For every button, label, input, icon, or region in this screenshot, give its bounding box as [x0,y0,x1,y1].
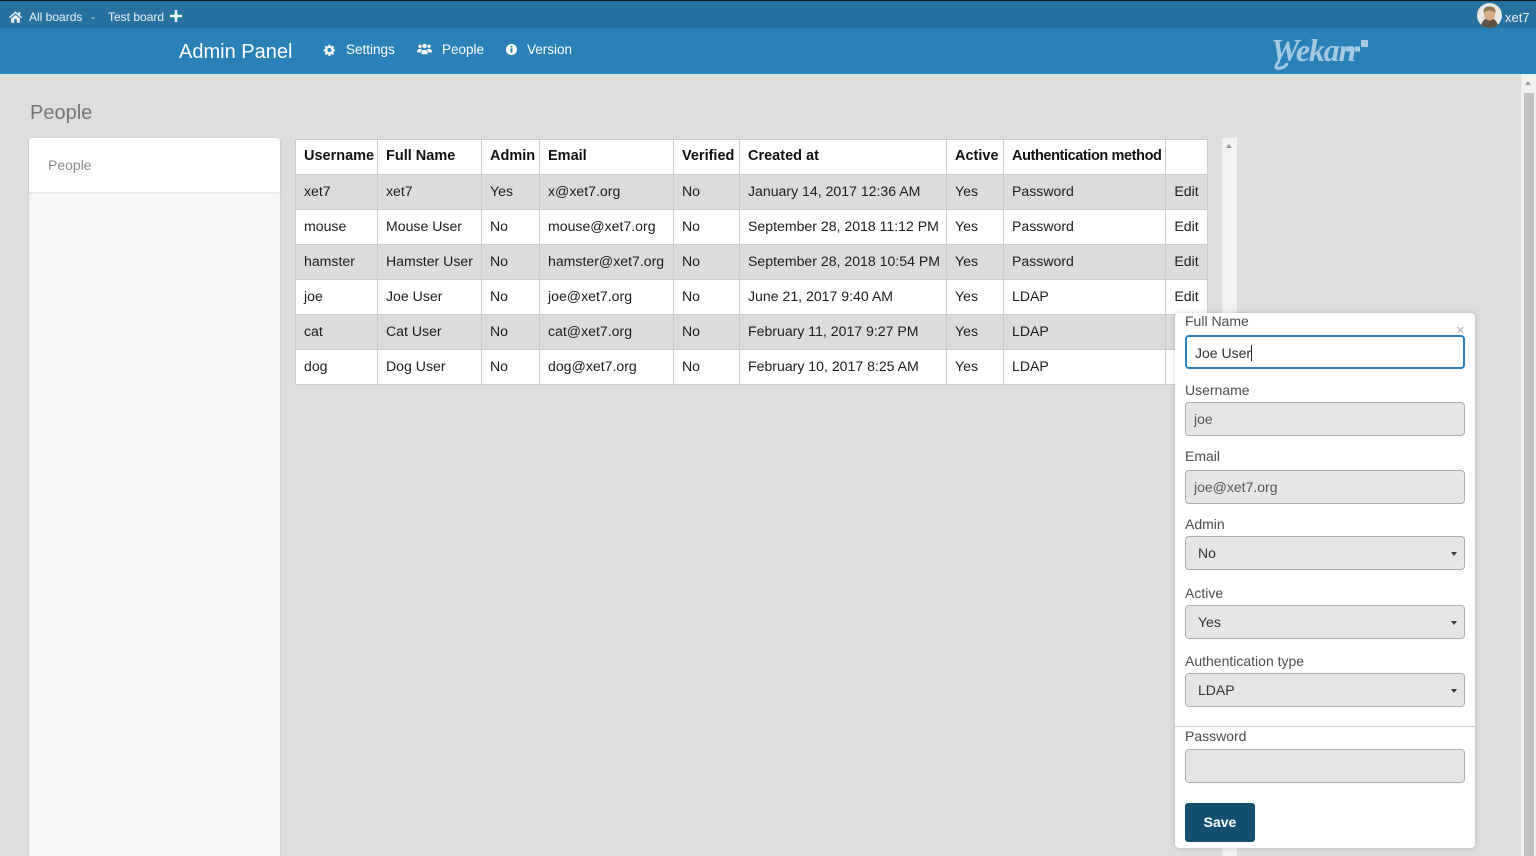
svg-text:Wekan: Wekan [1271,34,1355,68]
